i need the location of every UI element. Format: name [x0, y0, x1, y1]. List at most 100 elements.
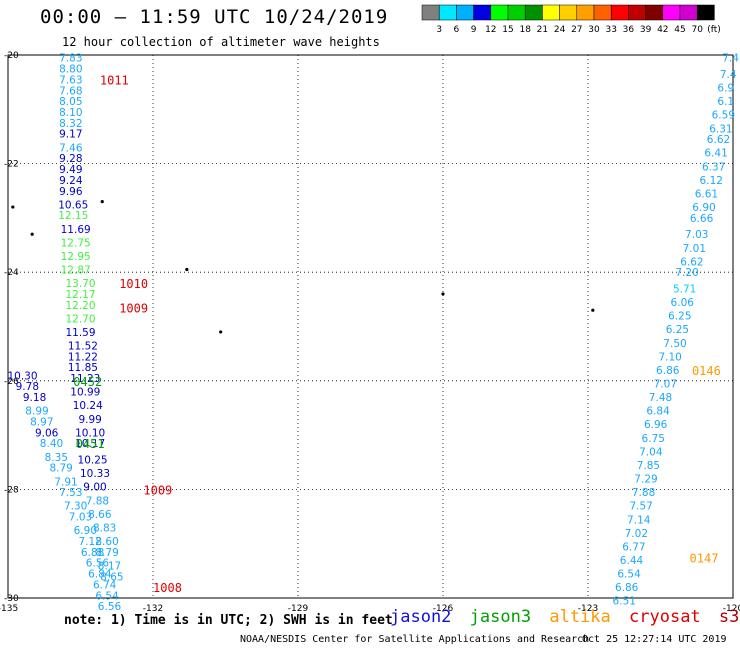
wave-height-value: 12.20: [65, 300, 95, 312]
scale-label: 24: [554, 25, 566, 35]
wave-height-value: 6.54: [617, 569, 641, 581]
wave-height-value: 7.57: [629, 501, 652, 513]
wave-height-value: 9.99: [78, 414, 101, 426]
y-tick-label: -26: [4, 377, 19, 387]
scale-swatch: [438, 4, 457, 21]
wave-height-value: 6.51: [613, 596, 636, 608]
wave-height-value: 8.79: [49, 463, 72, 475]
scale-label: 6: [454, 25, 460, 35]
scale-swatch: [645, 4, 664, 21]
wave-height-value: 10.25: [78, 455, 108, 467]
wave-height-value: 8.83: [93, 522, 116, 534]
wave-height-value: 13.70: [65, 278, 95, 290]
scale-swatch: [456, 4, 474, 21]
island-marker: [185, 267, 189, 272]
wave-height-value: 6.56: [86, 558, 110, 570]
wave-height-value: 6.41: [704, 148, 727, 160]
wave-height-value: 7.29: [634, 474, 657, 486]
x-tick-label: -132: [143, 604, 163, 614]
legend-cryosat: cryosat: [629, 607, 701, 627]
wave-height-value: 9.18: [23, 392, 46, 404]
x-tick-label: -129: [288, 604, 309, 614]
wave-height-value: 7.83: [59, 53, 82, 65]
wave-height-value: 6.62: [707, 134, 730, 146]
wave-height-value: 7.53: [59, 487, 82, 499]
scale-label: 15: [502, 25, 513, 35]
wave-height-value: 6.12: [700, 175, 723, 187]
scale-swatch: [576, 4, 595, 21]
wave-height-value: 6.61: [695, 188, 718, 200]
wave-height-value: 6.37: [702, 161, 725, 173]
wave-height-value: 6.25: [668, 311, 691, 323]
wave-height-value: 6.75: [642, 433, 665, 445]
wave-height-value: 6.9: [717, 83, 734, 95]
wave-height-value: 7.30: [64, 501, 87, 513]
scale-label: 9: [471, 25, 477, 35]
scale-swatch: [559, 4, 578, 21]
generated-timestamp: Oct 25 12:27:14 UTC 2019: [582, 634, 727, 645]
island-marker: [30, 232, 34, 236]
island-marker: [11, 205, 15, 209]
scale-label: 30: [588, 25, 600, 35]
scale-swatch: [610, 4, 629, 21]
pressure-label: 1011: [100, 73, 129, 87]
wave-height-value: 11.85: [68, 362, 98, 374]
plot-frame: [7, 54, 734, 599]
wave-height-value: 12.87: [61, 264, 91, 276]
wave-height-value: 5.71: [673, 283, 696, 295]
pressure-label: 1008: [153, 581, 182, 595]
wave-height-value: 10.65: [58, 199, 88, 211]
pass-time-label: 0147: [690, 551, 719, 565]
scale-swatch: [542, 4, 560, 21]
wave-height-value: 6.56: [98, 601, 122, 613]
wave-height-value: 9.00: [83, 482, 106, 494]
wave-height-value: 8.65: [100, 571, 123, 583]
wave-height-value: 6.86: [615, 582, 639, 594]
legend-s3a: s3a: [718, 607, 740, 627]
pass-time-label: 0452: [73, 375, 102, 389]
scale-swatch: [473, 4, 492, 21]
wave-height-value: 7.20: [675, 267, 698, 279]
wave-height-value: 7.07: [654, 379, 677, 391]
pressure-label: 1009: [119, 301, 148, 315]
island-marker: [591, 308, 595, 312]
satellite-legend: jason2 jason3 altika cryosat s3a: [390, 607, 740, 627]
wave-height-value: 9.17: [59, 129, 82, 141]
wave-height-value: 7.14: [627, 514, 651, 526]
scale-label: 33: [605, 25, 616, 35]
wave-height-value: 8.32: [59, 118, 82, 130]
wave-height-value: 12.95: [61, 251, 91, 263]
scale-swatch: [421, 4, 440, 21]
wave-height-value: 6.86: [656, 365, 680, 377]
scale-unit: (ft): [707, 25, 721, 35]
wave-height-value: 12.15: [58, 210, 88, 222]
y-tick-label: -24: [4, 268, 19, 278]
wave-height-value: 6.74: [93, 579, 117, 591]
scale-swatch: [679, 4, 698, 21]
wave-height-value: 6.54: [95, 590, 119, 602]
wave-height-value: 8.05: [59, 96, 82, 108]
wave-height-value: 6.44: [620, 555, 644, 567]
scale-swatch: [507, 4, 526, 21]
wave-height-value: 8.79: [95, 547, 118, 559]
pass-time-label: 0451: [76, 437, 105, 451]
scale-label: 21: [537, 25, 548, 35]
wave-height-value: 12.70: [65, 313, 95, 325]
scale-label: 70: [691, 25, 703, 35]
scale-swatch: [696, 4, 715, 21]
wave-height-value: 10.24: [73, 400, 103, 412]
wave-height-value: 8.10: [59, 107, 82, 119]
wave-height-value: 7.4: [722, 53, 739, 65]
wave-height-value: 9.49: [59, 164, 82, 176]
wave-height-value: 8.40: [40, 438, 63, 450]
wave-height-value: 6.84: [646, 406, 670, 418]
wave-height-value: 11.22: [68, 351, 98, 363]
wave-height-value: 8.99: [25, 406, 48, 418]
wave-height-value: 8.66: [88, 509, 112, 521]
y-tick-label: -28: [4, 485, 19, 495]
scale-label: 27: [571, 25, 582, 35]
wave-height-value: 7.10: [658, 351, 681, 363]
legend-altika: altika: [549, 607, 611, 627]
wave-height-value: 7.85: [637, 460, 660, 472]
color-scale-bar: 3 6 9 12 15 18 21 24 27 30 33 36 39 42 45 70 (ft): [421, 4, 721, 35]
